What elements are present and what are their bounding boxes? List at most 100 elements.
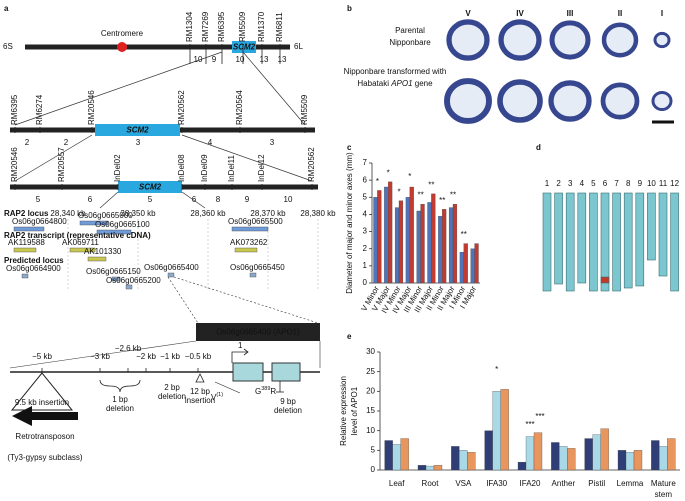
rule <box>167 276 199 324</box>
chromosome <box>658 192 668 277</box>
tss-arrow <box>231 348 249 363</box>
bar <box>452 203 458 284</box>
y-axis-label: Diameter of major and minor axes (mm) <box>345 152 354 294</box>
x-tick-label: IFA20 <box>520 479 541 488</box>
bar <box>373 197 378 284</box>
marker: RM20546 <box>10 147 19 182</box>
culm-section <box>653 31 671 49</box>
promoter-position: −1 kb <box>160 352 180 361</box>
bar <box>517 461 527 471</box>
x-tick-label: IFA30 <box>486 479 507 488</box>
chromosome-number: 4 <box>580 179 585 188</box>
chromosome <box>577 192 587 284</box>
row-label: Habataki APO1 gene <box>357 79 433 88</box>
mutation-base: V <box>211 393 217 402</box>
recombinant-count: 4 <box>208 138 213 147</box>
chromosome-end: 6S <box>3 42 13 51</box>
chromosome-number: 5 <box>591 179 596 188</box>
chromosome-number: 11 <box>659 179 668 188</box>
recombinant-count: 3 <box>136 138 141 147</box>
recombinant-count: 10 <box>284 195 293 204</box>
significance: *** <box>535 412 544 421</box>
genomic-position: 28,350 kb <box>120 209 156 218</box>
panel-label: b <box>347 4 352 13</box>
mutation-position: 389 <box>261 386 270 392</box>
gene-name: SCM2 <box>233 43 256 52</box>
marker: RM20564 <box>235 90 244 125</box>
y-axis-label: level of APO1 <box>350 386 359 435</box>
recombinant-count: 10 <box>194 55 203 64</box>
rule <box>181 134 313 182</box>
retrotransposon-arrow <box>12 406 78 426</box>
x-tick-label: Lemma <box>617 479 644 488</box>
culm-section <box>444 78 492 124</box>
centromere-label: Centromere <box>101 29 144 38</box>
gene-id: Os06g0665450 <box>230 263 285 272</box>
recombinant-count: 9 <box>245 195 250 204</box>
row-label: Parental <box>395 26 425 35</box>
variant-label: insertion <box>185 396 215 405</box>
bar <box>459 450 468 471</box>
bar <box>484 430 493 471</box>
recombinant-count: 6 <box>192 195 197 204</box>
bar <box>420 203 425 284</box>
significance: ** <box>439 196 445 205</box>
bar <box>416 210 421 284</box>
significance: ** <box>450 191 456 200</box>
chromosome-number: 3 <box>568 179 573 188</box>
chromosome-number: 8 <box>626 179 631 188</box>
bar <box>525 436 535 471</box>
genomic-position: 28,360 kb <box>190 209 226 218</box>
bar <box>592 434 601 471</box>
column-header: III <box>567 9 574 18</box>
gene-model <box>13 226 45 232</box>
track-heading: RAP2 transcript (representative cDNA) <box>4 231 151 240</box>
bar <box>405 197 410 284</box>
bar <box>667 438 676 471</box>
gene-box <box>196 323 320 341</box>
exon <box>232 362 264 382</box>
genomic-position: 28,370 kb <box>250 209 286 218</box>
significance: *** <box>525 420 534 429</box>
bar <box>392 444 401 471</box>
gene-model <box>21 273 29 279</box>
bar <box>617 450 627 471</box>
recombinant-count: 10 <box>236 55 245 64</box>
chromosome <box>542 192 552 292</box>
gene-id: Os06g0664900 <box>6 264 61 273</box>
promoter-position: −2 kb <box>136 352 156 361</box>
retrotransposon-label: Retrotransposon <box>15 432 74 441</box>
x-tick-label: Pistil <box>588 479 605 488</box>
marker: InDel11 <box>227 154 236 182</box>
chromosome-number: 12 <box>670 179 679 188</box>
bar <box>438 215 443 284</box>
y-tick-label: 7 <box>363 158 368 167</box>
chromosome-number: 2 <box>556 179 561 188</box>
start-label: 1 <box>238 341 243 350</box>
rule <box>99 191 119 209</box>
y-tick-label: 5 <box>363 192 368 201</box>
gene-id: Os06g0665500 <box>228 217 283 226</box>
y-tick-label: 5 <box>371 445 376 454</box>
exon <box>271 362 301 382</box>
gene-model <box>125 284 133 290</box>
track-heading: RAP2 locus <box>4 209 49 218</box>
chromosome <box>565 192 575 292</box>
panel-label: e <box>347 332 352 341</box>
bar <box>451 446 460 471</box>
significance: ** <box>461 230 467 239</box>
y-tick-label: 10 <box>366 426 375 435</box>
chromosome <box>623 192 633 289</box>
gene-id: Os06g0665400 <box>144 263 199 272</box>
mutation-residue: R <box>270 387 276 396</box>
rule <box>14 51 223 126</box>
bar <box>600 428 609 471</box>
bar <box>433 465 443 471</box>
chromosome-number: 6 <box>603 179 608 188</box>
bar <box>425 465 435 471</box>
gene-region <box>118 181 182 193</box>
promoter-position: −0.5 kb <box>185 352 212 361</box>
significance: ** <box>417 191 423 200</box>
y-tick-label: 4 <box>363 210 368 219</box>
bar <box>500 389 509 471</box>
